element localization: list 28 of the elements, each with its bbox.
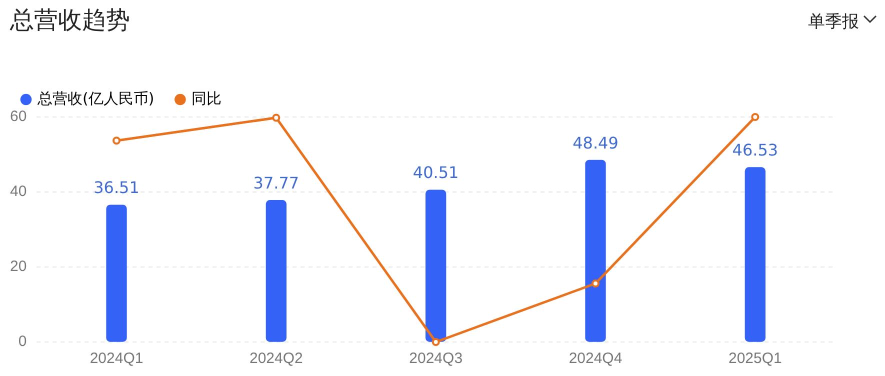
y-tick-label: 0 (18, 333, 27, 350)
point (592, 280, 600, 288)
bar (426, 190, 446, 342)
y-tick-label: 60 (10, 108, 27, 126)
bar (585, 160, 606, 342)
bar (744, 167, 766, 342)
point (432, 338, 440, 346)
x-tick-label: 2024Q4 (568, 350, 622, 368)
point (112, 136, 121, 145)
data-label: 48.49 (572, 133, 618, 152)
bar (266, 200, 287, 342)
text: 单季报 (808, 11, 859, 33)
chart-title: 总营收趋势 (10, 5, 130, 36)
legend-label: 总营收(亿人民币) (36, 89, 154, 108)
x-tick-label: 2024Q3 (409, 350, 463, 368)
point (272, 114, 280, 122)
point (751, 113, 760, 121)
x-tick-label: 2025Q1 (728, 350, 782, 368)
data-label: 46.53 (732, 140, 778, 160)
data-label: 40.51 (412, 163, 459, 182)
data-label: 36.51 (94, 178, 140, 198)
bar (106, 204, 127, 342)
data-label: 37.77 (253, 174, 300, 193)
y-tick-label: 40 (10, 183, 27, 200)
x-tick-label: 2024Q2 (249, 350, 303, 368)
x-tick-label: 2024Q1 (90, 350, 144, 368)
y-tick-label: 20 (10, 258, 27, 276)
legend-label: 同比 (192, 89, 222, 108)
